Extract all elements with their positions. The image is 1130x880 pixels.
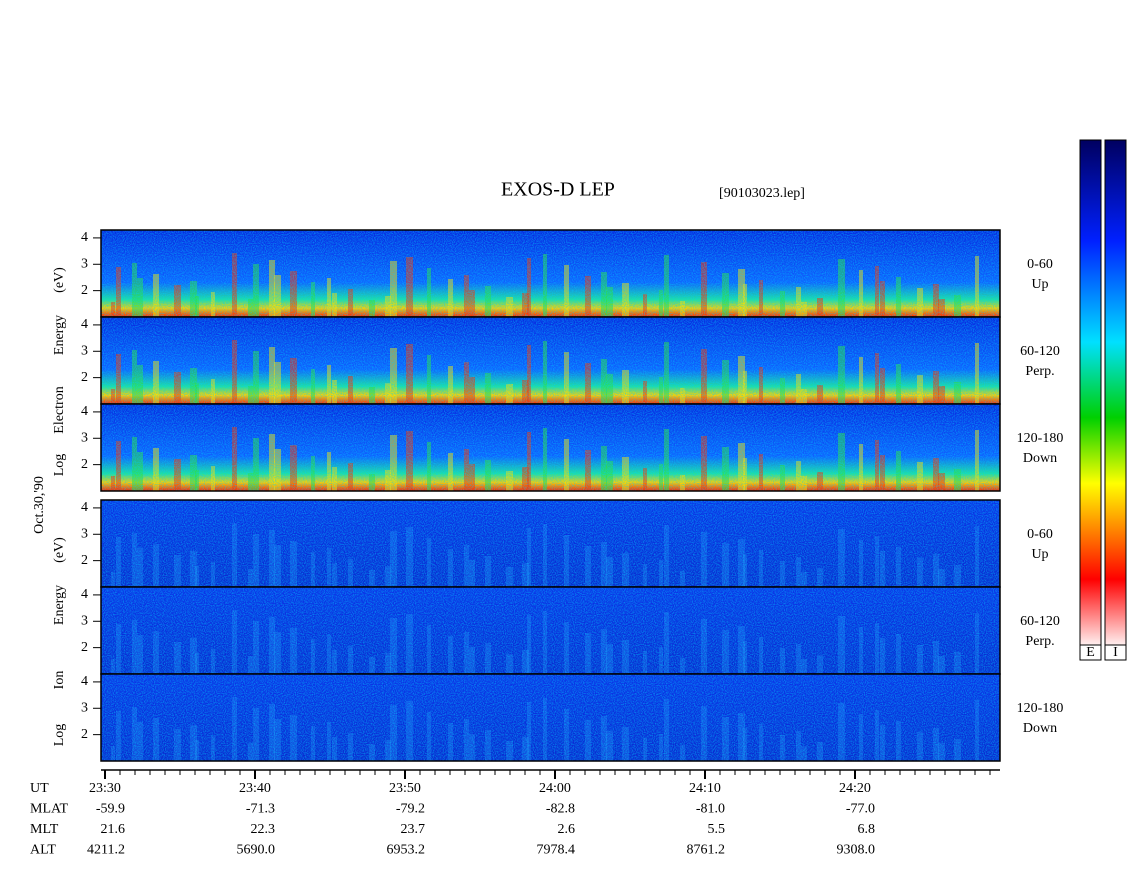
ephemeris-value: 22.3 [251, 822, 276, 837]
panel-sublabel: Down [1023, 451, 1057, 466]
y-axis-label: Energy [52, 585, 67, 625]
colorbar [1079, 139, 1102, 646]
row-name: UT [30, 781, 49, 796]
panel-frame [100, 403, 1001, 492]
ephemeris-value: -82.8 [546, 802, 575, 817]
ephemeris-value: -59.9 [96, 802, 125, 817]
panel-sublabel: Perp. [1025, 634, 1054, 649]
x-tick-label: 24:10 [689, 781, 721, 796]
ephemeris-value: 21.6 [101, 822, 126, 837]
x-tick-label: 24:00 [539, 781, 571, 796]
row-name: MLT [30, 822, 59, 837]
y-axis-label: Log [52, 454, 67, 477]
y-tick-label: 3 [81, 256, 88, 271]
y-tick-label: 2 [81, 553, 88, 568]
panel-sublabel: Down [1023, 721, 1057, 736]
y-tick-label: 2 [81, 640, 88, 655]
y-tick-label: 3 [81, 343, 88, 358]
panel-label: 60-120 [1020, 614, 1060, 629]
y-tick-label: 2 [81, 370, 88, 385]
row-name: MLAT [30, 802, 69, 817]
x-tick-label: 24:20 [839, 781, 871, 796]
y-tick-label: 4 [81, 674, 88, 689]
y-tick-label: 4 [81, 317, 88, 332]
ephemeris-value: 5.5 [708, 822, 726, 837]
spectrogram-noise [101, 317, 1000, 404]
colorbar-label: E [1086, 645, 1095, 660]
colorbar [1104, 139, 1127, 646]
colorbar-label-box [1104, 644, 1127, 661]
ephemeris-value: -77.0 [846, 802, 875, 817]
colorbar-label-box [1079, 644, 1102, 661]
y-axis-label: (eV) [52, 267, 67, 293]
panel-label: 60-120 [1020, 344, 1060, 359]
spectrogram-noise [101, 587, 1000, 674]
spectrogram-noise [101, 500, 1000, 587]
colorbar-label: I [1113, 645, 1118, 660]
panel-frame [100, 673, 1001, 762]
y-tick-label: 2 [81, 727, 88, 742]
y-tick-label: 4 [81, 230, 88, 245]
y-tick-label: 3 [81, 430, 88, 445]
ephemeris-value: 6.8 [858, 822, 876, 837]
y-tick-label: 4 [81, 404, 88, 419]
y-axis-label: Energy [52, 315, 67, 355]
ephemeris-value: -81.0 [696, 802, 725, 817]
panel-label: 120-180 [1017, 701, 1064, 716]
ephemeris-value: 23.7 [401, 822, 426, 837]
y-tick-label: 3 [81, 526, 88, 541]
x-tick-label: 23:30 [89, 781, 121, 796]
panel-sublabel: Up [1031, 547, 1048, 562]
y-axis-label: Log [52, 724, 67, 747]
x-tick-label: 23:50 [389, 781, 421, 796]
y-axis-label: Electron [52, 386, 67, 433]
spectrogram-noise [101, 674, 1000, 761]
date-label: Oct.30,'90 [32, 476, 47, 534]
y-tick-label: 2 [81, 457, 88, 472]
spectrogram-noise [101, 230, 1000, 317]
panel-label: 0-60 [1027, 527, 1053, 542]
y-tick-label: 3 [81, 613, 88, 628]
ephemeris-value: 7978.4 [537, 843, 576, 858]
file-name: [90103023.lep] [719, 186, 805, 201]
ephemeris-value: 2.6 [558, 822, 576, 837]
y-axis-label: (eV) [52, 537, 67, 563]
chart-title: EXOS-D LEP [501, 179, 615, 201]
y-tick-label: 4 [81, 587, 88, 602]
panel-label: 0-60 [1027, 257, 1053, 272]
spectrogram-noise [101, 404, 1000, 491]
y-axis-label: Ion [52, 671, 67, 690]
ephemeris-value: 8761.2 [687, 843, 726, 858]
panel-label: 120-180 [1017, 431, 1064, 446]
x-tick-label: 23:40 [239, 781, 271, 796]
ephemeris-value: 6953.2 [387, 843, 426, 858]
y-tick-label: 3 [81, 700, 88, 715]
panel-sublabel: Perp. [1025, 364, 1054, 379]
y-tick-label: 2 [81, 283, 88, 298]
ephemeris-value: 9308.0 [837, 843, 876, 858]
row-name: ALT [30, 843, 56, 858]
panel-sublabel: Up [1031, 277, 1048, 292]
ephemeris-value: -71.3 [246, 802, 275, 817]
ephemeris-value: 4211.2 [87, 843, 125, 858]
ephemeris-value: -79.2 [396, 802, 425, 817]
ephemeris-value: 5690.0 [237, 843, 276, 858]
y-tick-label: 4 [81, 500, 88, 515]
